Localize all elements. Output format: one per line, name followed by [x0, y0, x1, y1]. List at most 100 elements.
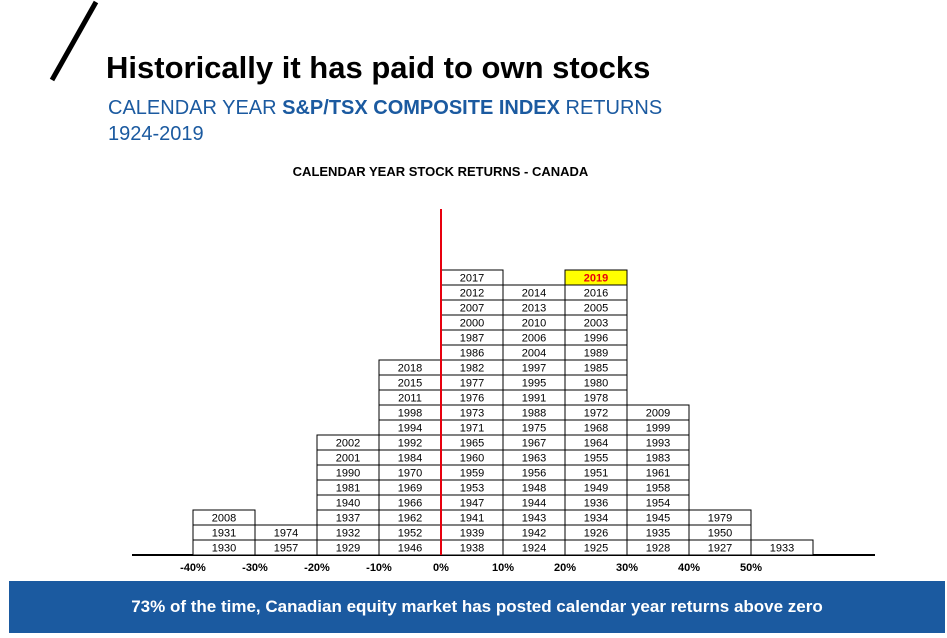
- year-label: 1979: [708, 513, 732, 525]
- year-label: 1926: [584, 528, 608, 540]
- year-label: 1983: [646, 453, 670, 465]
- year-label: 1977: [460, 378, 484, 390]
- page-subtitle: CALENDAR YEAR S&P/TSX COMPOSITE INDEX RE…: [108, 95, 662, 147]
- year-label: 2015: [398, 378, 422, 390]
- x-tick-label: 10%: [492, 562, 514, 574]
- year-label: 1934: [584, 513, 608, 525]
- year-label: 1952: [398, 528, 422, 540]
- year-cell: [626, 404, 690, 421]
- year-label: 1935: [646, 528, 670, 540]
- year-cell: [688, 509, 752, 526]
- year-label: 1953: [460, 483, 484, 495]
- year-label: 1970: [398, 468, 422, 480]
- year-label: 1951: [584, 468, 608, 480]
- year-label: 1961: [646, 468, 670, 480]
- year-label: 1989: [584, 348, 608, 360]
- year-label: 2014: [522, 288, 546, 300]
- year-label: 1992: [398, 438, 422, 450]
- year-label: 2007: [460, 303, 484, 315]
- year-label: 1980: [584, 378, 608, 390]
- year-label: 1982: [460, 363, 484, 375]
- year-label: 1995: [522, 378, 546, 390]
- year-label: 2009: [646, 408, 670, 420]
- year-label: 1924: [522, 543, 546, 555]
- year-label: 1971: [460, 423, 484, 435]
- subtitle-index-name: S&P/TSX COMPOSITE INDEX: [282, 97, 560, 119]
- year-label: 1957: [274, 543, 298, 555]
- year-label: 2006: [522, 333, 546, 345]
- year-label: 1990: [336, 468, 360, 480]
- year-label: 1972: [584, 408, 608, 420]
- year-label: 1986: [460, 348, 484, 360]
- x-tick-label: -20%: [304, 562, 330, 574]
- year-label: 1938: [460, 543, 484, 555]
- year-label: 2012: [460, 288, 484, 300]
- year-label: 1940: [336, 498, 360, 510]
- year-label: 1941: [460, 513, 484, 525]
- year-label: 1987: [460, 333, 484, 345]
- chart-title: CALENDAR YEAR STOCK RETURNS - CANADA: [292, 164, 589, 179]
- year-label: 1945: [646, 513, 670, 525]
- year-label: 1991: [522, 393, 546, 405]
- x-tick-label: 50%: [740, 562, 762, 574]
- year-label: 1964: [584, 438, 608, 450]
- year-label: 1959: [460, 468, 484, 480]
- year-label: 1993: [646, 438, 670, 450]
- x-tick-label: -40%: [180, 562, 206, 574]
- year-label: 1976: [460, 393, 484, 405]
- year-label: 2010: [522, 318, 546, 330]
- year-label: 1997: [522, 363, 546, 375]
- year-label: 1974: [274, 528, 298, 540]
- year-label: 1930: [212, 543, 236, 555]
- x-tick-label: 0%: [433, 562, 449, 574]
- x-tick-label: 20%: [554, 562, 576, 574]
- year-label: 1939: [460, 528, 484, 540]
- year-label: 2002: [336, 438, 360, 450]
- year-label: 2005: [584, 303, 608, 315]
- year-label: 1994: [398, 423, 422, 435]
- year-label: 2008: [212, 513, 236, 525]
- year-label: 1969: [398, 483, 422, 495]
- summary-banner: 73% of the time, Canadian equity market …: [9, 581, 945, 633]
- year-label: 1998: [398, 408, 422, 420]
- year-cell: [750, 539, 814, 556]
- year-label: 1962: [398, 513, 422, 525]
- year-label: 1985: [584, 363, 608, 375]
- x-tick-label: 40%: [678, 562, 700, 574]
- year-label: 1984: [398, 453, 422, 465]
- year-label: 1981: [336, 483, 360, 495]
- year-label: 1929: [336, 543, 360, 555]
- year-cell: [192, 509, 256, 526]
- subtitle-prefix: CALENDAR YEAR: [108, 97, 283, 119]
- year-label: 1960: [460, 453, 484, 465]
- year-label: 1963: [522, 453, 546, 465]
- subtitle-suffix: RETURNS: [559, 97, 663, 119]
- year-label: 1936: [584, 498, 608, 510]
- year-label: 1956: [522, 468, 546, 480]
- returns-distribution-chart: 1930 1931 2008 1957 1974 1929 1932 1937 1940 1981…: [132, 209, 875, 574]
- year-label: 1931: [212, 528, 236, 540]
- year-label: 2003: [584, 318, 608, 330]
- year-label: 1928: [646, 543, 670, 555]
- year-label: 2017: [460, 273, 484, 285]
- year-label: 1978: [584, 393, 608, 405]
- year-label: 1968: [584, 423, 608, 435]
- year-label: 1937: [336, 513, 360, 525]
- year-label: 2016: [584, 288, 608, 300]
- year-label: 1942: [522, 528, 546, 540]
- year-label: 2018: [398, 363, 422, 375]
- year-label: 1967: [522, 438, 546, 450]
- year-label: 1975: [522, 423, 546, 435]
- year-label: 1965: [460, 438, 484, 450]
- year-label: 2011: [398, 393, 422, 405]
- year-label: 1950: [708, 528, 732, 540]
- subtitle-years: 1924-2019: [108, 123, 204, 145]
- year-label: 1949: [584, 483, 608, 495]
- year-label: 1996: [584, 333, 608, 345]
- year-label: 1927: [708, 543, 732, 555]
- decorative-slash-icon: [49, 0, 99, 82]
- year-label: 1932: [336, 528, 360, 540]
- year-label: 2013: [522, 303, 546, 315]
- year-label: 1955: [584, 453, 608, 465]
- highlight-year-label: 2019: [584, 273, 608, 285]
